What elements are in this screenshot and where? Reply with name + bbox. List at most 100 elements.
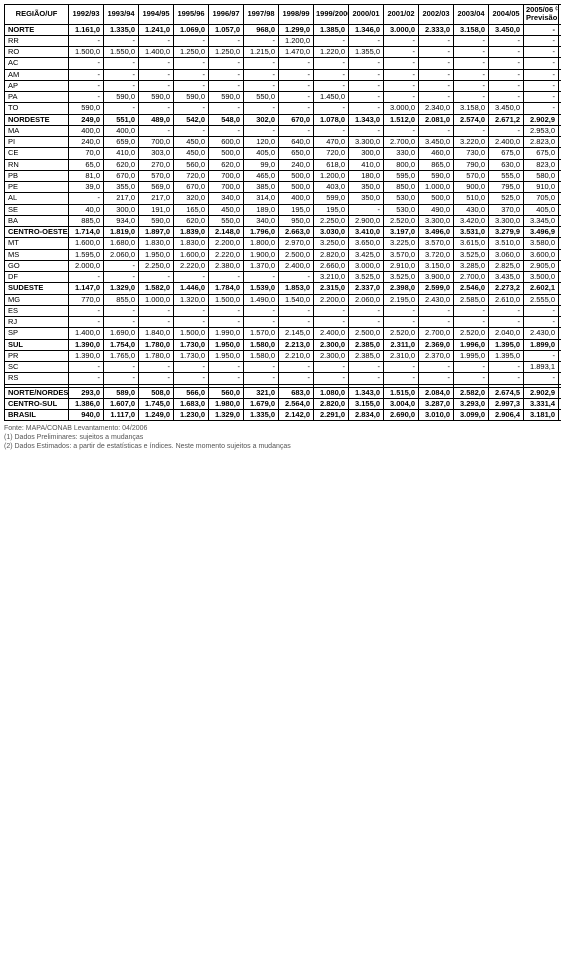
cell-value: 2.520,0 bbox=[384, 215, 419, 226]
cell-value: 405,0 bbox=[244, 148, 279, 159]
cell-value: 2.142,0 bbox=[279, 410, 314, 421]
cell-value: - bbox=[524, 305, 559, 316]
cell-value: - bbox=[209, 80, 244, 91]
cell-value: 2.385,0 bbox=[349, 350, 384, 361]
cell-value: - bbox=[139, 69, 174, 80]
cell-value: 508,0 bbox=[139, 387, 174, 398]
cell-value: - bbox=[279, 305, 314, 316]
table-row: MT1.600,01.680,01.830,01.830,02.200,01.8… bbox=[5, 238, 561, 249]
cell-value: 2.520,0 bbox=[454, 328, 489, 339]
table-row: MG770,0855,01.000,01.320,01.500,01.490,0… bbox=[5, 294, 561, 305]
cell-value: 730,0 bbox=[454, 148, 489, 159]
cell-value: 885,0 bbox=[69, 215, 104, 226]
cell-value: 270,0 bbox=[139, 159, 174, 170]
cell-value: 1.335,0 bbox=[104, 24, 139, 35]
cell-value: 2.905,0 bbox=[524, 260, 559, 271]
cell-value: - bbox=[314, 103, 349, 114]
cell-value: 39,0 bbox=[69, 182, 104, 193]
cell-value: - bbox=[489, 362, 524, 373]
cell-value: 165,0 bbox=[174, 204, 209, 215]
table-row: CENTRO-OESTE1.714,01.819,01.897,01.839,0… bbox=[5, 227, 561, 238]
cell-value: 1.607,0 bbox=[104, 398, 139, 409]
cell-value: 217,0 bbox=[139, 193, 174, 204]
cell-value: - bbox=[384, 47, 419, 58]
cell-value: 2.663,0 bbox=[279, 227, 314, 238]
cell-value: - bbox=[524, 24, 559, 35]
cell-value: 1.147,0 bbox=[69, 283, 104, 294]
cell-value: 410,0 bbox=[104, 148, 139, 159]
cell-value: 2.599,0 bbox=[419, 283, 454, 294]
cell-value: - bbox=[384, 58, 419, 69]
cell-value: - bbox=[209, 272, 244, 283]
cell-value: - bbox=[69, 272, 104, 283]
cell-value: 2.300,0 bbox=[314, 339, 349, 350]
cell-value: 1.780,0 bbox=[139, 350, 174, 361]
cell-value: 3.293,0 bbox=[454, 398, 489, 409]
cell-value: - bbox=[139, 58, 174, 69]
cell-value: 2.671,2 bbox=[489, 114, 524, 125]
cell-value: - bbox=[104, 80, 139, 91]
cell-value: 1.057,0 bbox=[209, 24, 244, 35]
cell-value: - bbox=[69, 69, 104, 80]
cell-value: 3.158,0 bbox=[454, 24, 489, 35]
cell-value: 500,0 bbox=[209, 148, 244, 159]
cell-value: 3.435,0 bbox=[489, 272, 524, 283]
cell-value: 2.145,0 bbox=[279, 328, 314, 339]
row-label: SE bbox=[5, 204, 69, 215]
cell-value: 1.250,0 bbox=[174, 47, 209, 58]
cell-value: - bbox=[279, 272, 314, 283]
cell-value: 566,0 bbox=[174, 387, 209, 398]
cell-value: 2.602,1 bbox=[524, 283, 559, 294]
cell-value: 2.400,0 bbox=[279, 260, 314, 271]
cell-value: 2.315,0 bbox=[314, 283, 349, 294]
cell-value: 1.765,0 bbox=[104, 350, 139, 361]
cell-value: - bbox=[524, 58, 559, 69]
cell-value: 3.004,0 bbox=[384, 398, 419, 409]
cell-value: - bbox=[384, 69, 419, 80]
cell-value: - bbox=[524, 317, 559, 328]
cell-value: - bbox=[139, 80, 174, 91]
row-label: PE bbox=[5, 182, 69, 193]
col-header-year: 1993/94 bbox=[104, 5, 139, 25]
cell-value: - bbox=[244, 103, 279, 114]
cell-value: 1.840,0 bbox=[139, 328, 174, 339]
cell-value: 3.000,0 bbox=[384, 24, 419, 35]
cell-value: 2.400,0 bbox=[489, 137, 524, 148]
cell-value: 620,0 bbox=[174, 215, 209, 226]
cell-value: - bbox=[174, 362, 209, 373]
cell-value: 1.893,1 bbox=[524, 362, 559, 373]
cell-value: 1.500,0 bbox=[174, 328, 209, 339]
table-row: RO1.500,01.550,01.400,01.250,01.250,01.2… bbox=[5, 47, 561, 58]
cell-value: - bbox=[349, 58, 384, 69]
cell-value: 240,0 bbox=[69, 137, 104, 148]
cell-value: - bbox=[104, 58, 139, 69]
row-label: RN bbox=[5, 159, 69, 170]
cell-value: 1.830,0 bbox=[174, 238, 209, 249]
row-label: AL bbox=[5, 193, 69, 204]
cell-value: 950,0 bbox=[279, 215, 314, 226]
cell-value: 2.902,9 bbox=[524, 114, 559, 125]
cell-value: 189,0 bbox=[244, 204, 279, 215]
cell-value: 590,0 bbox=[174, 92, 209, 103]
cell-value: 1.819,0 bbox=[104, 227, 139, 238]
cell-value: 1.595,0 bbox=[69, 249, 104, 260]
cell-value: - bbox=[69, 80, 104, 91]
cell-value: - bbox=[104, 362, 139, 373]
footnotes: Fonte: MAPA/CONAB Levantamento: 04/2006(… bbox=[4, 424, 557, 451]
cell-value: - bbox=[174, 35, 209, 46]
cell-value: 2.610,0 bbox=[489, 294, 524, 305]
cell-value: - bbox=[174, 125, 209, 136]
cell-value: - bbox=[209, 35, 244, 46]
cell-value: - bbox=[384, 317, 419, 328]
cell-value: 850,0 bbox=[384, 182, 419, 193]
cell-value: - bbox=[524, 35, 559, 46]
cell-value: 1.490,0 bbox=[244, 294, 279, 305]
cell-value: 2.000,0 bbox=[69, 260, 104, 271]
cell-value: 2.546,0 bbox=[454, 283, 489, 294]
cell-value: 3.496,0 bbox=[419, 227, 454, 238]
cell-value: 620,0 bbox=[104, 159, 139, 170]
cell-value: 490,0 bbox=[419, 204, 454, 215]
cell-value: 1.683,0 bbox=[174, 398, 209, 409]
cell-value: 1.335,0 bbox=[244, 410, 279, 421]
data-table: REGIÃO/UF1992/931993/941994/951995/96199… bbox=[4, 4, 561, 421]
